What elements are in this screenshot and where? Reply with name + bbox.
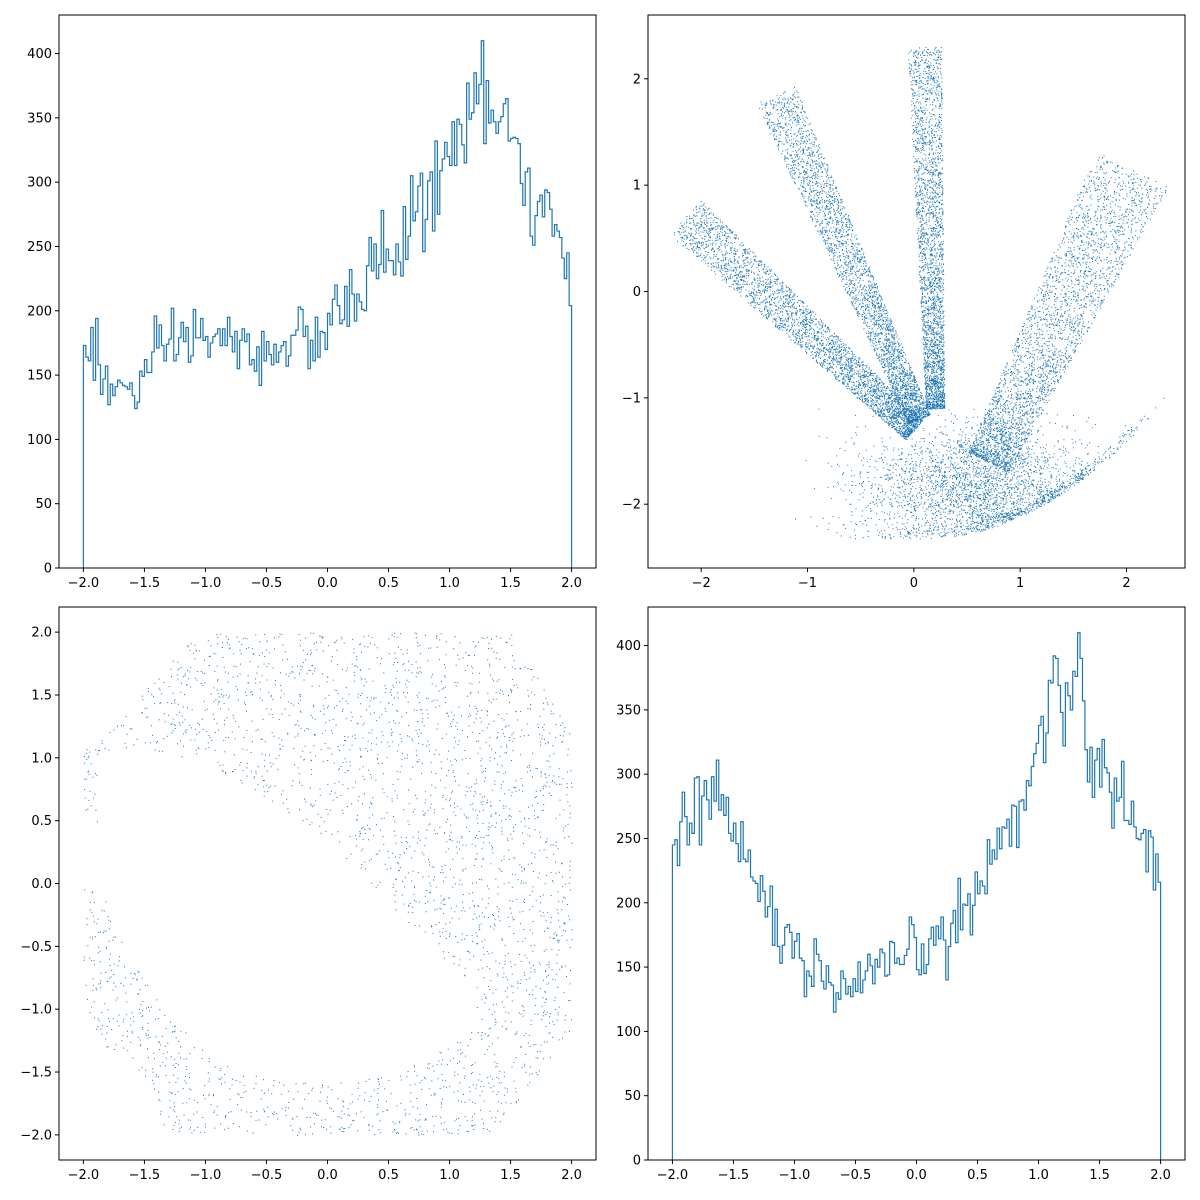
x-tick-label: 0.0 [317,1168,338,1183]
y-tick-label: 0 [44,562,52,577]
histogram-step-line [671,632,1162,1160]
y-tick-label: 250 [616,832,641,847]
x-tick-label: 1.5 [500,576,521,591]
y-tick-label: −2.0 [20,1128,52,1143]
x-tick-label: 1.5 [1089,1168,1110,1183]
y-tick-label: 300 [616,768,641,783]
y-tick-label: 2 [633,72,641,87]
panel-bottom-right: −2.0 −1.5 −1.0 −0.5 0.0 0.5 1.0 1.5 2.0 0 50 100 150… [616,606,1186,1183]
y-tick-label: 1.5 [31,688,52,703]
x-tick-label: −0.5 [251,1168,283,1183]
y-tick-label: 300 [27,176,52,191]
x-tick-label: −1 [798,576,817,591]
x-tick-label: 1.0 [1028,1168,1049,1183]
y-tick-label: 100 [27,433,52,448]
y-tick-label: 250 [27,240,52,255]
y-tick-label: 150 [27,369,52,384]
panel-top-right: −2 −1 0 1 2 −2 −1 0 1 2 [622,14,1186,591]
x-tick-label: −1.5 [718,1168,750,1183]
x-tick-label: −0.5 [840,1168,872,1183]
x-tick-label: 2.0 [561,1168,582,1183]
y-tick-label: 50 [624,1089,641,1104]
x-tick-label: 1.0 [439,1168,460,1183]
x-tick-label: 2.0 [1150,1168,1171,1183]
x-tick-label: −2 [692,576,711,591]
x-tick-label: 0.0 [906,1168,927,1183]
x-tick-label: −1.0 [190,1168,222,1183]
x-tick-label: −2.0 [68,576,100,591]
x-tick-label: 0.5 [378,576,399,591]
y-tick-label: −1 [622,391,641,406]
axes-frame [58,14,597,569]
x-tick-label: −0.5 [251,576,283,591]
y-tick-label: 150 [616,961,641,976]
y-tick-label: 0 [633,1154,641,1169]
y-tick-label: 200 [27,304,52,319]
panel-bottom-left: −2.0 −1.5 −1.0 −0.5 0.0 0.5 1.0 1.5 2.0 −2.0 −1.5 −… [20,606,597,1183]
y-tick-label: 350 [27,111,52,126]
x-tick-label: 2 [1122,576,1130,591]
y-tick-label: 400 [27,47,52,62]
y-tick-label: 100 [616,1025,641,1040]
x-tick-label: −1.0 [190,576,222,591]
y-tick-label: 50 [35,497,52,512]
axes-frame [58,606,597,1161]
x-tick-label: 1.5 [500,1168,521,1183]
axes-frame [647,606,1186,1161]
y-tick-label: 200 [616,896,641,911]
x-tick-label: 1.0 [439,576,460,591]
x-tick-label: −1.5 [129,576,161,591]
y-tick-label: 350 [616,703,641,718]
x-tick-label: 2.0 [561,576,582,591]
y-tick-label: −0.5 [20,940,52,955]
panel-top-left: −2.0 −1.5 −1.0 −0.5 0.0 0.5 1.0 1.5 2.0 0 50 100 150… [27,14,597,591]
y-tick-label: 400 [616,639,641,654]
x-tick-label: 0.0 [317,576,338,591]
y-tick-label: 0.0 [31,877,52,892]
y-tick-label: 0.5 [31,814,52,829]
x-tick-label: −2.0 [68,1168,100,1183]
y-tick-label: −1.5 [20,1066,52,1081]
y-tick-label: 1.0 [31,751,52,766]
y-tick-label: 1 [633,179,641,194]
y-tick-label: 0 [633,285,641,300]
x-tick-label: −1.5 [129,1168,161,1183]
x-tick-label: 0.5 [378,1168,399,1183]
histogram-step-line [82,40,573,568]
y-tick-label: −1.0 [20,1003,52,1018]
x-tick-label: 1 [1016,576,1024,591]
x-tick-label: −2.0 [657,1168,689,1183]
x-tick-label: 0 [910,576,918,591]
x-tick-label: 0.5 [967,1168,988,1183]
x-tick-label: −1.0 [779,1168,811,1183]
axes-frame [647,14,1186,569]
y-tick-label: 2.0 [31,626,52,641]
y-tick-label: −2 [622,498,641,513]
